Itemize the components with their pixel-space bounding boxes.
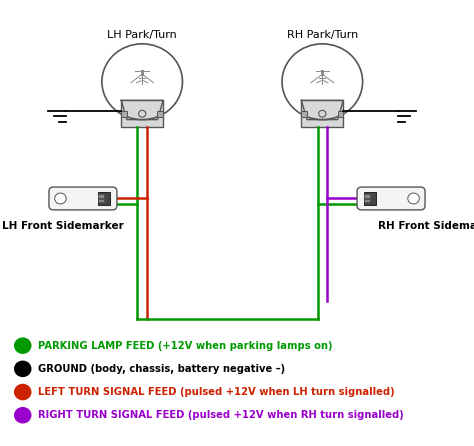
Circle shape bbox=[15, 361, 31, 376]
Text: RH Front Sidemarker: RH Front Sidemarker bbox=[378, 221, 474, 231]
FancyBboxPatch shape bbox=[357, 187, 425, 210]
Circle shape bbox=[55, 193, 66, 204]
Text: LEFT TURN SIGNAL FEED (pulsed +12V when LH turn signalled): LEFT TURN SIGNAL FEED (pulsed +12V when … bbox=[38, 387, 394, 397]
FancyBboxPatch shape bbox=[98, 194, 104, 198]
Text: GROUND (body, chassis, battery negative –): GROUND (body, chassis, battery negative … bbox=[38, 364, 285, 374]
Text: RIGHT TURN SIGNAL FEED (pulsed +12V when RH turn signalled): RIGHT TURN SIGNAL FEED (pulsed +12V when… bbox=[38, 410, 404, 420]
Text: LH Park/Turn: LH Park/Turn bbox=[107, 30, 177, 40]
FancyBboxPatch shape bbox=[301, 100, 343, 127]
Circle shape bbox=[408, 193, 419, 204]
FancyBboxPatch shape bbox=[121, 100, 163, 127]
FancyBboxPatch shape bbox=[337, 111, 343, 117]
Text: PARKING LAMP FEED (+12V when parking lamps on): PARKING LAMP FEED (+12V when parking lam… bbox=[38, 341, 332, 351]
Circle shape bbox=[15, 384, 31, 400]
FancyBboxPatch shape bbox=[364, 194, 370, 198]
Text: LH Front Sidemarker: LH Front Sidemarker bbox=[2, 221, 124, 231]
FancyBboxPatch shape bbox=[364, 192, 375, 205]
FancyBboxPatch shape bbox=[301, 111, 307, 117]
FancyBboxPatch shape bbox=[98, 192, 110, 205]
FancyBboxPatch shape bbox=[49, 187, 117, 210]
FancyBboxPatch shape bbox=[364, 199, 370, 202]
Circle shape bbox=[15, 408, 31, 423]
FancyBboxPatch shape bbox=[98, 199, 104, 202]
FancyBboxPatch shape bbox=[121, 111, 127, 117]
Circle shape bbox=[15, 338, 31, 353]
Text: RH Park/Turn: RH Park/Turn bbox=[287, 30, 358, 40]
FancyBboxPatch shape bbox=[157, 111, 163, 117]
